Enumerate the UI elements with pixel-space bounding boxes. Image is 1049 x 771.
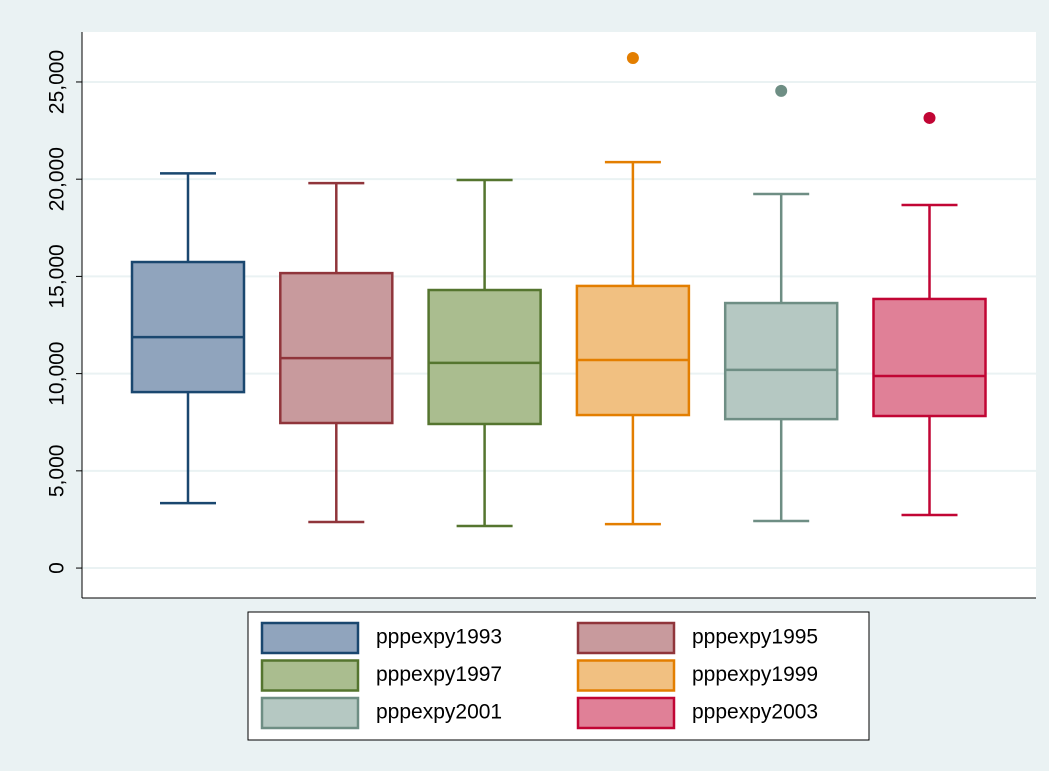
box [872,297,987,418]
outlier [775,84,788,97]
legend-label: pppexpy2001 [376,701,502,724]
box [279,271,394,425]
box [427,288,542,426]
box [575,284,691,417]
outlier [923,111,936,124]
legend-key [260,621,360,655]
box [130,260,246,394]
legend-label: pppexpy2003 [692,701,818,724]
whisker [456,178,513,291]
box [723,301,839,421]
whisker [456,423,513,528]
legend-label: pppexpy1997 [376,663,502,686]
y-tick-label: 10,000 [46,342,69,406]
whisker [308,181,365,274]
legend-label: pppexpy1999 [692,663,818,686]
whisker [160,172,216,263]
whisker [901,416,958,517]
y-tick-label: 15,000 [46,244,69,308]
legend-label: pppexpy1995 [692,626,818,649]
whisker [160,392,216,505]
legend-key [260,659,360,692]
legend-label: pppexpy1993 [376,626,502,649]
whisker [753,419,810,523]
whisker [753,192,810,304]
whisker [604,415,661,526]
outlier [626,52,639,65]
whisker [901,203,958,299]
whisker [604,160,661,286]
legend-key [576,659,676,692]
whisker [308,423,365,524]
y-tick-label: 5,000 [46,445,69,498]
legend-key [260,696,360,730]
y-tick-label: 0 [46,562,69,574]
legend-key [576,621,676,655]
y-tick-label: 25,000 [46,50,69,114]
y-tick-label: 20,000 [46,147,69,211]
legend-key [576,696,676,730]
